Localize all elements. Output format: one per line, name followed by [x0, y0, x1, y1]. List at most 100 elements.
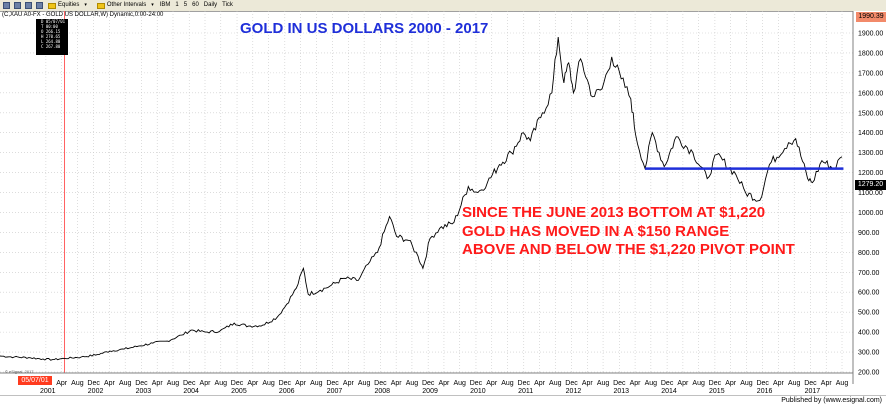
top-price-tag: 1990.39: [856, 12, 886, 22]
x-tick-label: Aug: [740, 380, 753, 387]
price-axis: 200.00 300.00 400.00 500.00 600.00 700.00 800.…: [858, 31, 883, 377]
x-tick-label: Dec: [422, 380, 435, 387]
x-tick-label: Aug: [310, 380, 323, 387]
x-tick-label: Dec: [87, 380, 100, 387]
x-tick-label: Dec: [470, 380, 483, 387]
x-tick-label: Dec: [661, 380, 674, 387]
x-tick-label: Apr: [391, 380, 403, 387]
y-tick-label: 1700.00: [858, 70, 883, 77]
x-tick-label: Aug: [501, 380, 514, 387]
y-tick-label: 1200.00: [858, 170, 883, 177]
symbol-header: (C,XAU A0-FX - GOLD US DOLLAR,W) Dynamic…: [2, 12, 164, 18]
x-tick-label: Dec: [804, 380, 817, 387]
data-window-open: O 266.15: [41, 29, 61, 34]
year-label: 2009: [422, 388, 438, 395]
interval-tick[interactable]: Tick: [222, 2, 233, 8]
y-tick-label: 1100.00: [858, 190, 883, 197]
price-axis-panel: [853, 11, 886, 384]
intervals-folder-icon: [96, 2, 105, 9]
x-tick-label: Dec: [518, 380, 531, 387]
y-tick-label: 1000.00: [858, 210, 883, 217]
x-tick-label: Aug: [453, 380, 466, 387]
year-label: 2013: [613, 388, 629, 395]
year-label: 2008: [375, 388, 391, 395]
year-label: 2002: [88, 388, 104, 395]
year-label: 2007: [327, 388, 343, 395]
interval-daily[interactable]: Daily: [203, 2, 218, 8]
annotation-line-1: SINCE THE JUNE 2013 BOTTOM AT $1,220: [462, 204, 766, 221]
series-line-gold-price: [0, 36, 843, 361]
y-tick-label: 1800.00: [858, 50, 883, 57]
y-tick-label: 1600.00: [858, 90, 883, 97]
y-tick-label: 800.00: [858, 250, 880, 257]
x-tick-label: Aug: [215, 380, 228, 387]
chart-title: GOLD IN US DOLLARS 2000 - 2017: [240, 20, 489, 37]
time-axis: DecAprAugDecAprAugDecAprAugDecAprAugDecA…: [40, 380, 849, 395]
x-tick-label: Apr: [725, 380, 737, 387]
y-tick-label: 200.00: [858, 370, 880, 377]
chart-toolbar: Equities ▾ Other Intervals ▾ IBM 1 5 60 …: [0, 0, 886, 12]
y-tick-label: 500.00: [858, 310, 880, 317]
toolbar-link-icon[interactable]: [36, 2, 43, 9]
x-tick-label: Apr: [677, 380, 689, 387]
year-label: 2015: [709, 388, 725, 395]
x-tick-label: Apr: [247, 380, 259, 387]
interval-60[interactable]: 60: [192, 2, 199, 8]
interval-1[interactable]: 1: [175, 2, 179, 8]
year-label: 2004: [183, 388, 199, 395]
year-label: 2014: [661, 388, 677, 395]
chart-annotation: SINCE THE JUNE 2013 BOTTOM AT $1,220 GOL…: [462, 204, 795, 260]
x-tick-label: Aug: [645, 380, 658, 387]
year-label: 2012: [566, 388, 582, 395]
toolbar-cursor-icon[interactable]: [14, 2, 21, 9]
year-label: 2011: [518, 388, 533, 395]
annotation-line-3: ABOVE AND BELOW THE $1,220 PIVOT POINT: [462, 241, 795, 258]
interval-ibm[interactable]: IBM: [159, 2, 171, 8]
toolbar-draw-icon[interactable]: [25, 2, 32, 9]
published-by-label: Published by (www.esignal.com): [781, 397, 882, 404]
chevron-down-icon[interactable]: ▾: [84, 2, 87, 8]
data-window-close: C 267.80: [41, 44, 61, 49]
data-window-high: H 270.65: [41, 34, 61, 39]
esignal-watermark: © eSignal, 2017: [5, 369, 34, 374]
x-tick-label: Apr: [295, 380, 307, 387]
year-label: 2017: [805, 388, 821, 395]
x-tick-label: Apr: [773, 380, 785, 387]
footer-bar: Published by (www.esignal.com): [0, 395, 886, 407]
x-tick-label: Aug: [692, 380, 705, 387]
grid-lines: [0, 11, 853, 373]
cursor-date-tag: 05/07/01: [18, 376, 52, 385]
x-tick-label: Apr: [486, 380, 498, 387]
year-label: 2010: [470, 388, 486, 395]
x-tick-label: Apr: [200, 380, 212, 387]
year-label: 2016: [757, 388, 773, 395]
year-label: 2006: [279, 388, 295, 395]
y-tick-label: 600.00: [858, 290, 880, 297]
y-tick-label: 900.00: [858, 230, 880, 237]
x-tick-label: Aug: [836, 380, 849, 387]
x-tick-label: Aug: [262, 380, 275, 387]
x-tick-label: Apr: [343, 380, 355, 387]
data-window-low: L 264.80: [41, 39, 61, 44]
x-tick-label: Dec: [374, 380, 387, 387]
x-tick-label: Apr: [56, 380, 68, 387]
x-tick-label: Aug: [358, 380, 371, 387]
y-tick-label: 1900.00: [858, 31, 883, 38]
last-price-tag: 1279.20: [855, 180, 886, 190]
x-tick-label: Aug: [71, 380, 84, 387]
price-chart[interactable]: 200.00 300.00 400.00 500.00 600.00 700.00 800.…: [0, 11, 886, 395]
x-tick-label: Dec: [326, 380, 339, 387]
interval-5[interactable]: 5: [183, 2, 188, 8]
chevron-down-icon[interactable]: ▾: [151, 2, 154, 8]
x-tick-label: Apr: [821, 380, 833, 387]
x-tick-label: Dec: [279, 380, 292, 387]
other-intervals-menu[interactable]: Other Intervals: [106, 2, 147, 8]
year-label: 2001: [40, 388, 56, 395]
x-tick-label: Apr: [630, 380, 642, 387]
x-tick-label: Aug: [597, 380, 610, 387]
x-tick-label: Dec: [709, 380, 722, 387]
x-tick-label: Dec: [183, 380, 196, 387]
toolbar-grid-icon[interactable]: [3, 2, 10, 9]
x-tick-label: Apr: [582, 380, 594, 387]
equities-menu[interactable]: Equities: [58, 2, 80, 8]
